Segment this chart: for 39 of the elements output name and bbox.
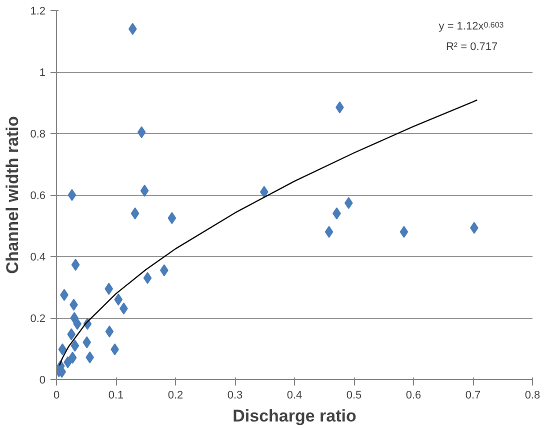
y-axis-title: Channel width ratio bbox=[3, 116, 22, 274]
x-tick-label: 0.6 bbox=[406, 390, 422, 402]
x-tick-label: 0.3 bbox=[227, 390, 243, 402]
point bbox=[260, 186, 268, 198]
x-tick-label: 0.7 bbox=[465, 390, 481, 402]
point bbox=[140, 184, 149, 197]
point bbox=[71, 258, 80, 271]
y-tick-label: 0.8 bbox=[30, 128, 46, 140]
point bbox=[344, 196, 353, 209]
point bbox=[70, 340, 80, 352]
x-tick-label: 0.1 bbox=[108, 390, 124, 402]
point bbox=[68, 189, 76, 201]
point bbox=[168, 212, 176, 224]
point bbox=[400, 226, 408, 238]
x-tick-label: 0 bbox=[53, 390, 60, 402]
annotation: R² = 0.717 bbox=[446, 40, 498, 53]
point bbox=[114, 294, 123, 306]
y-tick-label: 1 bbox=[39, 67, 46, 79]
point bbox=[58, 343, 67, 356]
y-tick-label: 1.2 bbox=[30, 6, 46, 18]
x-axis-title: Discharge ratio bbox=[232, 406, 356, 426]
point bbox=[67, 328, 76, 340]
y-tick-label: 0.6 bbox=[30, 190, 46, 202]
x-tick-label: 0.2 bbox=[168, 390, 184, 402]
x-tick-label: 0.8 bbox=[524, 390, 540, 402]
point bbox=[143, 272, 152, 284]
point bbox=[128, 22, 137, 35]
point bbox=[130, 207, 140, 220]
point bbox=[82, 336, 92, 348]
point bbox=[324, 226, 334, 238]
y-tick-label: 0.4 bbox=[30, 252, 46, 264]
y-tick-label: 0 bbox=[39, 374, 46, 386]
point bbox=[105, 326, 114, 338]
x-tick-label: 0.4 bbox=[286, 390, 302, 402]
y-tick-label: 0.2 bbox=[30, 313, 46, 325]
point bbox=[104, 282, 114, 295]
point bbox=[137, 126, 146, 138]
point bbox=[68, 352, 77, 364]
x-tick-label: 0.5 bbox=[346, 390, 362, 402]
